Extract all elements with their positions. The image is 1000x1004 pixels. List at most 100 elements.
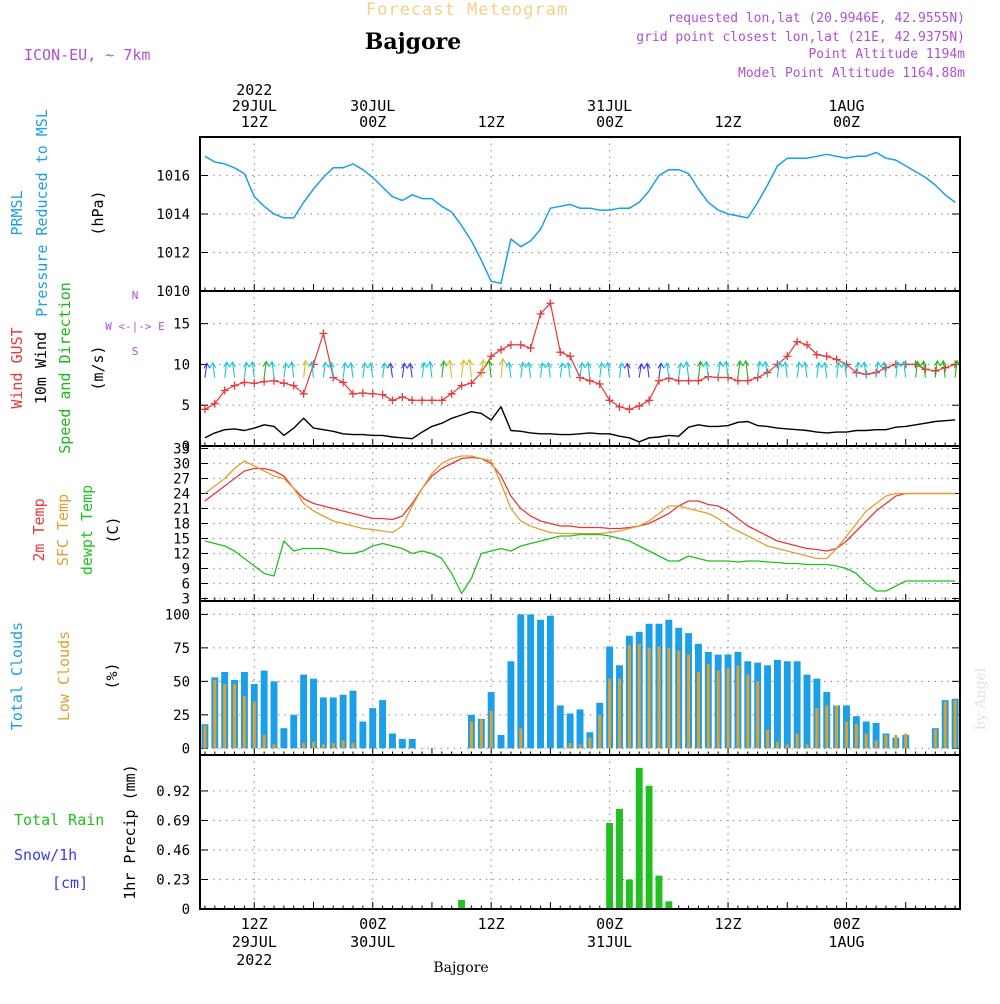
low-cloud-bar	[647, 647, 651, 749]
total-cloud-bar	[359, 721, 367, 749]
wind-direction-arrow	[386, 362, 394, 378]
wind-direction-arrow	[894, 360, 902, 378]
low-cloud-bar	[627, 645, 631, 749]
gust-marker	[388, 396, 397, 405]
model-altitude: Model Point Altitude 1164.88m	[738, 66, 965, 81]
total-cloud-bar	[349, 690, 357, 749]
wind-direction-arrow	[919, 360, 927, 378]
gust-marker	[279, 379, 288, 388]
wind-direction-arrow	[775, 360, 783, 378]
wind-direction-arrow	[248, 360, 256, 378]
axis-layer: 1010101210141016051015369121518212427303…	[156, 81, 864, 969]
footer-location: Bajgore	[433, 960, 488, 976]
low-cloud-bar	[943, 701, 947, 749]
wind-direction-arrow	[347, 361, 355, 378]
rain-bar	[606, 823, 614, 909]
wind-direction-arrow	[209, 361, 217, 378]
wind-direction-arrow	[900, 360, 908, 378]
low-cloud-bar	[519, 728, 523, 749]
wind-direction-arrow	[406, 362, 414, 378]
gust-marker	[497, 345, 506, 354]
wind-direction-arrow	[420, 361, 428, 378]
wind-direction-arrow	[860, 361, 868, 378]
gust-marker	[339, 378, 348, 387]
total-cloud-bar	[270, 681, 278, 749]
y-tick-label: 0.69	[156, 813, 190, 829]
total-cloud-bar	[310, 678, 317, 749]
gust-marker	[210, 399, 219, 408]
direction-label: Speed and Direction	[56, 282, 74, 454]
gust-marker	[595, 380, 604, 388]
low-cloud-bar	[756, 681, 760, 749]
low-cloud-bar	[213, 680, 217, 749]
low-cloud-bar	[657, 646, 661, 749]
gust-marker	[654, 376, 663, 385]
wind-direction-arrow	[288, 360, 296, 378]
wind-direction-arrow	[781, 360, 789, 378]
wind-direction-arrow	[308, 360, 315, 378]
panel-frame	[199, 290, 961, 447]
bottom-time-label: 2022	[236, 951, 272, 969]
low-cloud-bar	[608, 678, 612, 749]
low-cloud-bar	[884, 734, 888, 749]
low-cloud-bar	[775, 741, 779, 749]
rain-bar	[458, 900, 466, 909]
bottom-time-label: 30JUL	[350, 933, 395, 951]
wind-direction-arrow	[880, 361, 888, 378]
low-cloud-bar	[894, 734, 898, 749]
low-cloud-bar	[312, 741, 315, 749]
wind-direction-arrow	[505, 361, 513, 378]
low-cloud-bar	[578, 744, 582, 749]
y-tick-label: 75	[173, 641, 190, 657]
wind-direction-arrow	[578, 361, 586, 378]
low-cloud-bar	[667, 647, 671, 749]
low-cloud-bar	[262, 734, 266, 749]
wind-direction-arrow	[440, 360, 448, 378]
panel-frame	[199, 445, 961, 602]
top-time-label: 31JUL	[587, 97, 632, 115]
gust-marker	[635, 402, 644, 411]
y-tick-label: 0	[182, 902, 190, 918]
total-cloud-bar	[280, 728, 288, 749]
gust-marker	[516, 340, 525, 349]
total-cloud-bar	[793, 661, 801, 749]
gust-marker	[674, 376, 683, 385]
low-cloud-bar	[815, 708, 819, 749]
gust-marker	[526, 344, 535, 353]
rain-bar	[625, 879, 633, 909]
gust-marker	[684, 376, 693, 385]
y-tick-label: 24	[173, 487, 190, 503]
low-cloud-bar	[233, 684, 237, 749]
y-tick-label: 0.23	[156, 872, 190, 888]
y-tick-label: 50	[173, 674, 190, 690]
total-cloud-bar	[300, 674, 308, 749]
low-cloud-bar	[618, 678, 621, 749]
wind-direction-arrow	[663, 361, 671, 378]
gust-marker	[645, 396, 654, 405]
wind-speed-line	[204, 406, 956, 443]
y-tick-label: 10	[173, 357, 190, 373]
low-cloud-bar	[933, 729, 937, 749]
wind-direction-arrow	[499, 357, 507, 378]
wind-direction-arrow	[762, 360, 770, 378]
wind-direction-arrow	[643, 362, 651, 378]
wind-direction-arrow	[242, 361, 250, 378]
bottom-time-label: 29JUL	[232, 933, 277, 951]
gust-marker	[457, 381, 466, 390]
gust-line	[204, 302, 956, 410]
y-tick-label: 5	[182, 398, 190, 414]
gust-marker	[566, 352, 575, 361]
low-cloud-bar	[864, 733, 868, 749]
low-cloud-bar	[805, 744, 809, 749]
y-tick-label: 1012	[156, 246, 190, 262]
low-cloud-bar	[341, 740, 345, 749]
wind-direction-arrow	[604, 361, 612, 378]
cloud-unit: (%)	[103, 662, 121, 689]
gust-marker	[368, 389, 377, 398]
total-cloud-bar	[329, 697, 337, 749]
gust-marker	[358, 388, 367, 397]
wind-direction-arrow	[400, 362, 408, 378]
y-tick-label: 6	[182, 577, 190, 593]
low-cloud-bar	[953, 700, 957, 749]
total-cloud-bar	[803, 674, 811, 749]
